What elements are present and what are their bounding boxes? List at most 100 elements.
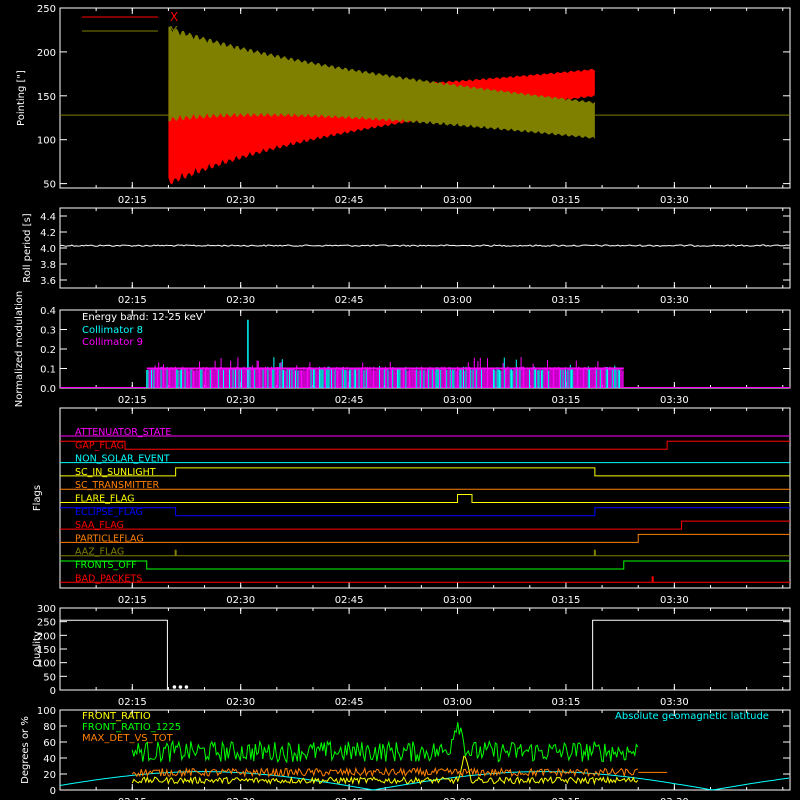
quality-ytick-label: 50 <box>43 672 56 683</box>
quality-xtick-label: 03:00 <box>443 697 472 708</box>
pointing-ytick-label: 200 <box>37 48 56 59</box>
flag-line-saa-flag <box>60 520 790 530</box>
flag-line-eclipse-flag <box>60 507 790 517</box>
quality-xtick-label: 03:30 <box>660 697 689 708</box>
ratios-xtick-label: 03:30 <box>660 797 689 800</box>
mod-ytick-label: 0.1 <box>40 365 56 376</box>
roll-ytick-label: 3.8 <box>40 260 56 271</box>
flag-label: NON_SOLAR_EVENT <box>75 454 170 465</box>
flag-label: AAZ_FLAG <box>75 547 124 558</box>
ratios-ytick-label: 80 <box>43 722 56 733</box>
ratios-panel: 02:15 02:30 02:45 03:00 03:15 03:30 0 20 40 60 80 1… <box>20 706 791 800</box>
mod-xtick-label: 02:30 <box>226 395 255 406</box>
quality-ytick-label: 300 <box>37 604 56 615</box>
ratios-xtick-label: 02:30 <box>226 797 255 800</box>
pointing-xtick-label: 03:00 <box>443 195 472 206</box>
quality-dot <box>178 685 183 689</box>
flag-line-sc-in-sunlight <box>60 467 790 477</box>
pointing-panel: 02:15 02:30 02:45 03:00 03:15 03:30 50 100 150 20… <box>16 4 791 206</box>
mod-ytick-label: 0.4 <box>40 306 56 317</box>
pointing-xtick-label: 02:45 <box>335 195 364 206</box>
ratios-ytick-label: 100 <box>37 706 56 717</box>
flag-label: FLARE_FLAG <box>75 494 135 505</box>
roll-ytick-label: 4.4 <box>40 212 56 223</box>
flags-ylabel: Flags <box>32 485 43 511</box>
flag-label: ATTENUATOR_STATE <box>75 427 171 438</box>
ratios-ylabel: Degrees or % <box>20 716 31 784</box>
quality-line <box>60 619 790 691</box>
flag-label: GAP_FLAG <box>75 440 124 451</box>
flag-label: BAD_PACKETS <box>75 573 142 584</box>
front-ratio-line <box>131 755 639 786</box>
quality-ytick-label: 200 <box>37 631 56 642</box>
pointing-xtick-label: 02:15 <box>118 195 147 206</box>
quality-ytick-label: 150 <box>37 645 56 656</box>
pointing-ytick-label: 150 <box>37 92 56 103</box>
pointing-ytick-label: 100 <box>37 136 56 147</box>
ratios-legend-label: FRONT_RATIO <box>82 711 151 722</box>
latitude-curve <box>59 771 790 791</box>
mod-xtick-label: 03:00 <box>443 395 472 406</box>
pointing-xtick-label: 03:15 <box>552 195 581 206</box>
flags-xtick-label: 02:30 <box>226 595 255 606</box>
ratios-ytick-label: 40 <box>43 754 56 765</box>
quality-dot <box>184 685 189 689</box>
mod-xtick-label: 03:30 <box>660 395 689 406</box>
flag-line-gap-flag <box>60 440 790 450</box>
quality-xtick-label: 02:30 <box>226 697 255 708</box>
flags-xtick-label: 02:15 <box>118 595 147 606</box>
front-ratio-1225-line <box>131 722 639 764</box>
roll-xtick-label: 03:00 <box>443 295 472 306</box>
mod-ytick-label: 0.3 <box>40 326 56 337</box>
quality-dot <box>172 685 177 689</box>
roll-xtick-label: 02:30 <box>226 295 255 306</box>
roll-ytick-label: 3.6 <box>40 276 56 287</box>
flags-axes-frame <box>59 407 791 589</box>
roll-ylabel: Roll period [s] <box>22 213 33 282</box>
roll-xtick-label: 03:30 <box>660 295 689 306</box>
flag-label: SAA_FLAG <box>75 520 124 531</box>
ratios-legend-label: MAX_DET_VS_TOT <box>82 733 174 744</box>
flag-label: FRONTS_OFF <box>75 560 137 571</box>
mod-legend-label: Collimator 9 <box>82 337 143 348</box>
ratios-xtick-label: 03:00 <box>443 797 472 800</box>
roll-period-panel: 02:15 02:30 02:45 03:00 03:15 03:30 3.6 3.8 4.0 4… <box>22 207 791 306</box>
pointing-legend-label: Y <box>169 24 178 38</box>
roll-xtick-label: 03:15 <box>552 295 581 306</box>
flags-xtick-label: 03:00 <box>443 595 472 606</box>
modulation-panel: 02:15 02:30 02:45 03:00 03:15 03:30 0.0 0.1 0.2 0… <box>14 291 791 408</box>
mod-ytick-label: 0.0 <box>40 384 56 395</box>
ratios-xtick-label: 02:15 <box>118 797 147 800</box>
mod-annotation: Energy band: 12-25 keV <box>82 312 203 323</box>
roll-period-line <box>59 244 791 247</box>
flag-label: SC_TRANSMITTER <box>75 480 160 491</box>
mod-xtick-label: 02:45 <box>335 395 364 406</box>
pointing-ylabel: Pointing ["] <box>16 70 27 126</box>
ratios-ytick-label: 0 <box>50 786 56 797</box>
ratios-legend-label-latitude: Absolute geomagnetic latitude <box>615 711 769 722</box>
max-det-vs-tot-line <box>131 766 638 779</box>
ratios-xtick-label: 03:15 <box>552 797 581 800</box>
pointing-xtick-label: 02:30 <box>226 195 255 206</box>
flag-line-fronts-off <box>60 560 790 570</box>
flag-line-particleflag <box>60 533 790 543</box>
pointing-xtick-label: 03:30 <box>660 195 689 206</box>
pointing-ytick-label: 50 <box>43 180 56 191</box>
pointing-ytick-label: 250 <box>37 4 56 15</box>
roll-xtick-label: 02:15 <box>118 295 147 306</box>
quality-ytick-label: 100 <box>37 659 56 670</box>
quality-ytick-label: 0 <box>50 686 56 697</box>
flag-label: PARTICLEFLAG <box>75 533 144 544</box>
flags-xtick-label: 03:30 <box>660 595 689 606</box>
ratios-ytick-label: 20 <box>43 770 56 781</box>
roll-xtick-label: 02:45 <box>335 295 364 306</box>
modulation-ylabel: Normalized modulation <box>14 291 25 408</box>
roll-ytick-label: 4.0 <box>40 244 56 255</box>
ratios-xtick-label: 02:45 <box>335 797 364 800</box>
pointing-series-y <box>168 26 595 139</box>
flag-label: ECLIPSE_FLAG <box>75 507 143 518</box>
ratios-ytick-label: 60 <box>43 738 56 749</box>
flag-line-flare-flag <box>60 494 790 503</box>
ratios-legend-label: FRONT_RATIO_1225 <box>82 722 181 733</box>
flags-panel: 02:15 02:30 02:45 03:00 03:15 03:30 Flags ATTEN… <box>32 407 791 606</box>
